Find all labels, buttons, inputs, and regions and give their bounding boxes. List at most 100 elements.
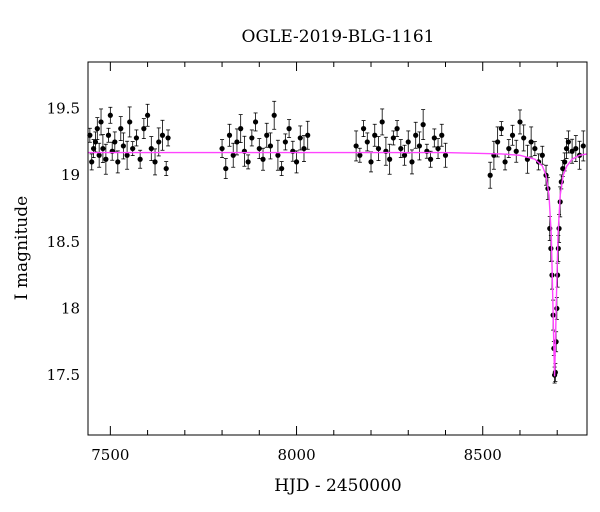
- data-point: [528, 139, 534, 145]
- data-point: [98, 119, 104, 125]
- x-tick-label: 8000: [277, 446, 315, 464]
- data-point: [238, 126, 244, 132]
- data-point: [413, 132, 419, 138]
- data-point: [271, 112, 277, 118]
- data-point: [96, 152, 102, 158]
- model-curve: [88, 151, 588, 377]
- data-point: [442, 152, 449, 158]
- data-point: [223, 165, 229, 172]
- data-point: [144, 112, 151, 118]
- data-point: [498, 126, 504, 132]
- data-point: [249, 135, 255, 141]
- data-point: [573, 145, 579, 152]
- data-point: [416, 143, 423, 149]
- data-point: [90, 145, 97, 152]
- data-point: [293, 159, 300, 165]
- x-tick-label: 7500: [91, 446, 129, 464]
- data-point: [256, 145, 262, 152]
- data-point: [152, 159, 158, 165]
- y-tick-label: 19.5: [47, 100, 80, 118]
- data-point: [112, 139, 118, 145]
- data-point: [563, 145, 570, 152]
- data-point: [219, 145, 225, 152]
- data-point: [87, 132, 93, 138]
- data-point: [435, 145, 441, 152]
- data-point: [364, 139, 370, 145]
- data-point: [275, 152, 281, 158]
- data-point: [368, 159, 374, 165]
- data-point: [439, 132, 445, 138]
- data-point: [156, 139, 162, 145]
- data-point: [580, 143, 586, 149]
- data-point: [513, 148, 519, 154]
- data-point: [264, 132, 270, 138]
- data-point: [92, 139, 99, 145]
- x-tick-label: 8500: [464, 446, 502, 464]
- data-point: [372, 132, 378, 138]
- y-tick-label: 19: [61, 166, 80, 184]
- data-point: [94, 126, 100, 132]
- y-tick-label: 18: [61, 299, 80, 317]
- data-point: [405, 139, 411, 145]
- data-point: [398, 145, 404, 152]
- plot-frame: [87, 61, 588, 436]
- data-point: [532, 145, 538, 152]
- y-tick-label: 17.5: [47, 366, 80, 384]
- data-point: [502, 159, 508, 165]
- data-point: [148, 145, 154, 152]
- chart-title: OGLE-2019-BLG-1161: [242, 27, 435, 47]
- data-point: [301, 145, 307, 152]
- data-point: [353, 143, 359, 149]
- data-point: [379, 119, 385, 125]
- data-point: [569, 148, 575, 154]
- data-point: [245, 159, 251, 165]
- data-point: [420, 122, 426, 128]
- data-point: [390, 135, 396, 141]
- data-point: [118, 126, 124, 132]
- data-point: [127, 119, 133, 125]
- data-point: [495, 139, 501, 145]
- data-point: [387, 156, 393, 162]
- data-point: [506, 145, 512, 152]
- data-point: [565, 139, 571, 145]
- data-point: [89, 159, 95, 165]
- data-point: [360, 126, 367, 132]
- data-point: [509, 132, 516, 138]
- data-point: [133, 135, 140, 141]
- data-point: [230, 152, 236, 158]
- data-point: [431, 135, 437, 141]
- data-point: [409, 159, 415, 165]
- data-point: [260, 156, 266, 162]
- data-point: [103, 156, 109, 162]
- y-axis-label: I magnitude: [12, 196, 32, 300]
- data-point: [401, 152, 408, 158]
- y-tick-label: 18.5: [47, 233, 80, 251]
- data-point: [394, 126, 400, 132]
- data-point: [226, 132, 233, 138]
- data-point: [163, 165, 169, 172]
- data-point: [234, 139, 240, 145]
- data-point: [297, 135, 303, 141]
- data-point: [427, 156, 434, 162]
- data-point: [286, 126, 292, 132]
- data-point: [375, 145, 382, 152]
- data-point: [517, 119, 523, 125]
- data-point: [357, 152, 363, 158]
- data-point: [105, 132, 112, 138]
- data-point: [100, 145, 106, 152]
- data-point: [107, 112, 113, 118]
- data-point: [124, 152, 130, 158]
- data-point: [141, 126, 147, 132]
- data-point: [279, 165, 285, 172]
- data-point: [137, 156, 143, 162]
- data-point: [130, 145, 136, 152]
- data-point: [305, 132, 311, 138]
- data-point: [487, 172, 493, 178]
- data-point: [539, 152, 545, 158]
- data-point: [159, 132, 166, 138]
- data-point: [562, 159, 568, 165]
- data-point: [120, 143, 126, 149]
- data-point: [252, 119, 259, 125]
- x-axis-label: HJD - 2450000: [274, 476, 402, 496]
